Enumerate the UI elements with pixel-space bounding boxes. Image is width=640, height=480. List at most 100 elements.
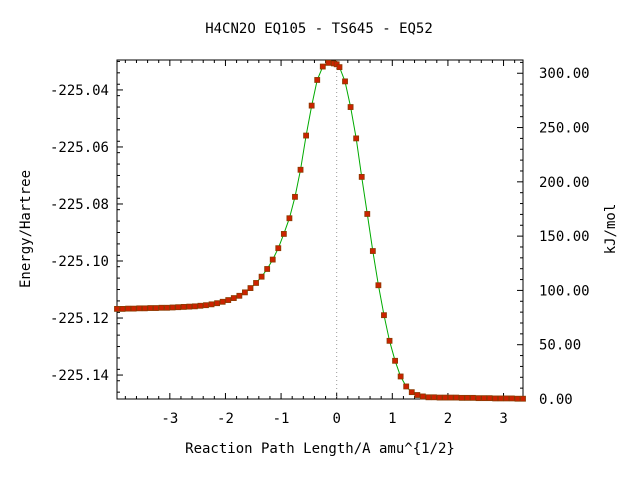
data-point [119, 306, 126, 312]
data-point [297, 166, 304, 173]
data-point [136, 305, 143, 312]
data-point [169, 304, 176, 311]
y-tick-label: -225.08 [50, 197, 109, 213]
data-point [520, 395, 526, 402]
data-point [447, 394, 454, 401]
data-point [208, 301, 215, 308]
data-point [280, 231, 287, 237]
data-point [431, 394, 437, 401]
data-point [425, 394, 432, 401]
data-point [141, 305, 148, 312]
energy-curve [117, 62, 523, 400]
data-point [492, 395, 499, 402]
data-point [197, 302, 204, 309]
data-point [236, 292, 243, 299]
data-point [397, 373, 404, 380]
data-point [225, 297, 232, 303]
data-point [286, 215, 293, 222]
data-point [125, 305, 132, 312]
data-point [147, 305, 154, 311]
data-point [408, 389, 415, 396]
data-point [436, 394, 443, 401]
axis-ticks: -3 -2 -1 0 1 2 3 -225.04 -225.06 -225.08 -225.10 -2… [50, 60, 590, 427]
data-point [403, 383, 410, 390]
data-point [186, 303, 193, 310]
data-point [453, 394, 460, 401]
x-tick-label: -2 [217, 411, 234, 427]
data-point [191, 303, 198, 310]
chart-title: H4CN2O EQ105 - TS645 - EQ52 [205, 21, 433, 37]
data-point [364, 211, 371, 217]
data-point [175, 304, 182, 311]
y-tick-label: -225.10 [50, 254, 109, 270]
data-point [392, 357, 398, 364]
x-tick-label: -3 [161, 411, 178, 427]
data-point [158, 304, 165, 311]
data-point [369, 248, 376, 254]
data-point [353, 135, 360, 142]
data-point [508, 395, 515, 402]
plot-axes [116, 59, 524, 400]
y2-tick-label: 200.00 [539, 175, 590, 191]
data-point [414, 392, 421, 398]
data-point [336, 64, 343, 71]
y2-tick-label: 0.00 [539, 392, 573, 408]
data-point [153, 305, 159, 311]
y2-tick-label: 150.00 [539, 229, 590, 245]
data-point [292, 193, 298, 200]
x-tick-label: 2 [444, 411, 452, 427]
x-tick-label: 1 [388, 411, 396, 427]
data-point [347, 104, 354, 110]
data-point [219, 298, 226, 305]
data-point [253, 280, 259, 286]
data-point [264, 266, 271, 272]
y2-tick-label: 50.00 [539, 338, 581, 354]
y-tick-label: -225.12 [50, 311, 109, 327]
x-tick-label: -1 [273, 411, 290, 427]
data-point [486, 395, 493, 402]
data-point [470, 394, 476, 401]
data-point [442, 394, 449, 401]
data-point [308, 102, 315, 109]
data-point [230, 295, 237, 301]
data-point [114, 306, 120, 312]
y2-tick-label: 100.00 [539, 283, 590, 299]
data-point [419, 393, 426, 400]
y-tick-label: -225.06 [50, 140, 109, 156]
data-point [503, 395, 510, 402]
data-point [342, 78, 348, 85]
y2-tick-label: 300.00 [539, 66, 590, 82]
energy-series [114, 59, 526, 402]
data-point [275, 245, 282, 252]
data-point [130, 305, 137, 312]
y-tick-label: -225.04 [50, 83, 109, 99]
data-point [314, 77, 321, 83]
data-point [475, 395, 482, 402]
data-point [319, 63, 326, 70]
y-tick-label: -225.14 [50, 368, 109, 384]
x-tick-label: 3 [499, 411, 507, 427]
data-point [203, 302, 209, 309]
data-point [258, 273, 265, 280]
data-point [269, 256, 276, 263]
y-axis-label: Energy/Hartree [18, 170, 34, 288]
x-axis-label: Reaction Path Length/A amu^{1/2} [185, 441, 455, 457]
data-point [242, 289, 248, 296]
data-point [358, 173, 365, 180]
data-point [375, 282, 382, 289]
data-point [303, 132, 309, 139]
data-point [214, 300, 221, 307]
data-point [386, 337, 393, 344]
data-point [381, 312, 387, 319]
data-point [247, 285, 254, 291]
data-point [458, 394, 465, 401]
y2-tick-label: 250.00 [539, 121, 590, 137]
data-point [464, 394, 471, 401]
data-point [514, 395, 521, 402]
plot-frame [116, 59, 524, 400]
data-point [180, 304, 187, 310]
x-tick-label: 0 [332, 411, 340, 427]
data-point [497, 395, 504, 402]
y2-axis-label: kJ/mol [603, 204, 619, 255]
